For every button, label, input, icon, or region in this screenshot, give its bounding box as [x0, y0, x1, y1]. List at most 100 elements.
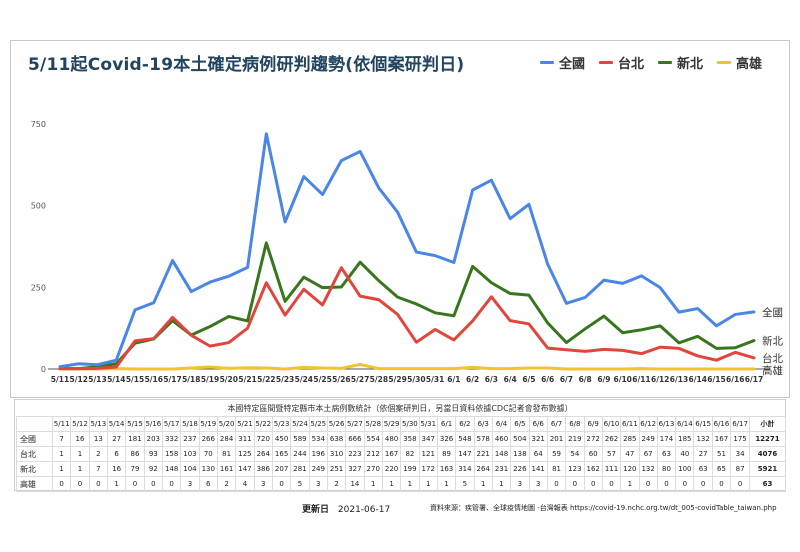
table-cell: 262: [601, 431, 622, 447]
x-tick-label: 6/1: [447, 375, 460, 384]
data-point: [171, 259, 174, 262]
data-point: [659, 346, 662, 349]
table-cell: 59: [546, 446, 567, 462]
data-point: [490, 295, 493, 298]
table-cell: 285: [620, 431, 640, 447]
table-corner-cell: [16, 416, 53, 432]
table-cell: 5: [455, 476, 475, 492]
x-tick-label: 5/28: [370, 375, 388, 384]
table-header-row: 5/11 5/12 5/13 5/14 5/15 5/16 5/17 5/18 5/19 5/20…: [16, 416, 786, 432]
data-point: [734, 313, 737, 316]
legend-item: 高雄: [717, 53, 762, 72]
data-point: [509, 217, 512, 220]
chart-title: 5/11起Covid-19本土確定病例研判趨勢(依個案研判日): [28, 55, 465, 75]
table-cell: 226: [510, 461, 530, 477]
data-point: [340, 159, 343, 162]
data-point: [603, 315, 605, 317]
table-date-header: 5/22: [253, 416, 273, 432]
table-cell: 199: [400, 461, 420, 477]
data-point: [302, 366, 305, 369]
table-cell: 132: [693, 431, 713, 447]
data-point: [134, 368, 136, 370]
data-point: [509, 292, 512, 295]
x-tick-label: 6/16: [726, 375, 744, 384]
table-cell: 132: [638, 461, 658, 477]
table-cell: 167: [381, 446, 402, 462]
data-point: [340, 266, 343, 269]
table-row-label: 全國: [16, 431, 53, 447]
table-cell: 1: [70, 446, 90, 462]
data-point: [227, 275, 230, 278]
series-end-label: 高雄: [762, 364, 783, 377]
data-point: [715, 368, 718, 370]
table-cell: 121: [418, 446, 438, 462]
y-tick-label: 750: [31, 120, 46, 129]
table-cell: 450: [271, 431, 292, 447]
data-point: [715, 347, 718, 350]
data-point: [546, 263, 549, 266]
table-cell: 1: [620, 476, 640, 492]
table-cell: 148: [161, 461, 182, 477]
table-cell: 0: [143, 476, 163, 492]
data-point: [678, 368, 680, 370]
data-point: [678, 347, 680, 350]
data-point: [115, 366, 118, 368]
table-date-header: 6/17: [730, 416, 750, 432]
x-tick-label: 5/25: [313, 375, 331, 384]
data-point: [528, 294, 530, 297]
table-cell: 0: [88, 476, 108, 492]
table-cell: 231: [491, 461, 512, 477]
data-point: [284, 314, 286, 316]
table-cell: 207: [271, 461, 292, 477]
table-cell: 237: [180, 431, 200, 447]
table-cell: 172: [418, 461, 438, 477]
table-cell: 147: [235, 461, 255, 477]
table-cell: 93: [143, 446, 163, 462]
data-point: [734, 346, 737, 349]
table-cell: 40: [675, 446, 695, 462]
table-row-label: 高雄: [16, 476, 53, 492]
table-cell: 3: [253, 476, 273, 492]
table-total-header: 小計: [749, 416, 786, 432]
table-cell: 57: [601, 446, 622, 462]
table-cell: 120: [620, 461, 640, 477]
x-tick-label: 5/27: [351, 375, 369, 384]
table-cell: 720: [253, 431, 273, 447]
table-cell: 220: [381, 461, 402, 477]
table-cell: 0: [565, 476, 585, 492]
data-point: [452, 314, 455, 317]
data-point: [190, 334, 193, 337]
chart-legend: 全國 台北 新北 高雄: [540, 53, 762, 72]
data-source: 資料來源：疾管署、全球疫情地圖 -台灣報表 https://covid-19.n…: [430, 504, 777, 512]
x-tick-label: 6/11: [632, 375, 650, 384]
data-point: [152, 368, 155, 370]
table-cell: 185: [675, 431, 695, 447]
data-point: [396, 313, 399, 316]
data-point: [284, 300, 286, 303]
table-date-header: 5/28: [363, 416, 383, 432]
table-cell: 0: [125, 476, 145, 492]
table-cell: 0: [70, 476, 90, 492]
data-point: [696, 307, 699, 310]
data-point: [565, 368, 568, 370]
data-point: [209, 325, 211, 328]
data-point: [171, 316, 174, 319]
data-point: [302, 288, 305, 291]
data-point: [659, 368, 662, 370]
data-point: [584, 350, 587, 353]
data-point: [509, 319, 512, 322]
legend-item: 新北: [658, 53, 703, 72]
table-cell: 54: [565, 446, 585, 462]
data-point: [377, 187, 380, 189]
data-point: [640, 352, 643, 355]
x-tick-label: 5/30: [407, 375, 425, 384]
data-point: [359, 295, 362, 298]
data-point: [152, 337, 155, 340]
data-point: [284, 221, 286, 223]
table-date-header: 6/6: [528, 416, 548, 432]
table-cell: 264: [253, 446, 273, 462]
data-point: [640, 328, 643, 331]
table-cell: 1: [363, 476, 383, 492]
table-cell: 165: [271, 446, 292, 462]
